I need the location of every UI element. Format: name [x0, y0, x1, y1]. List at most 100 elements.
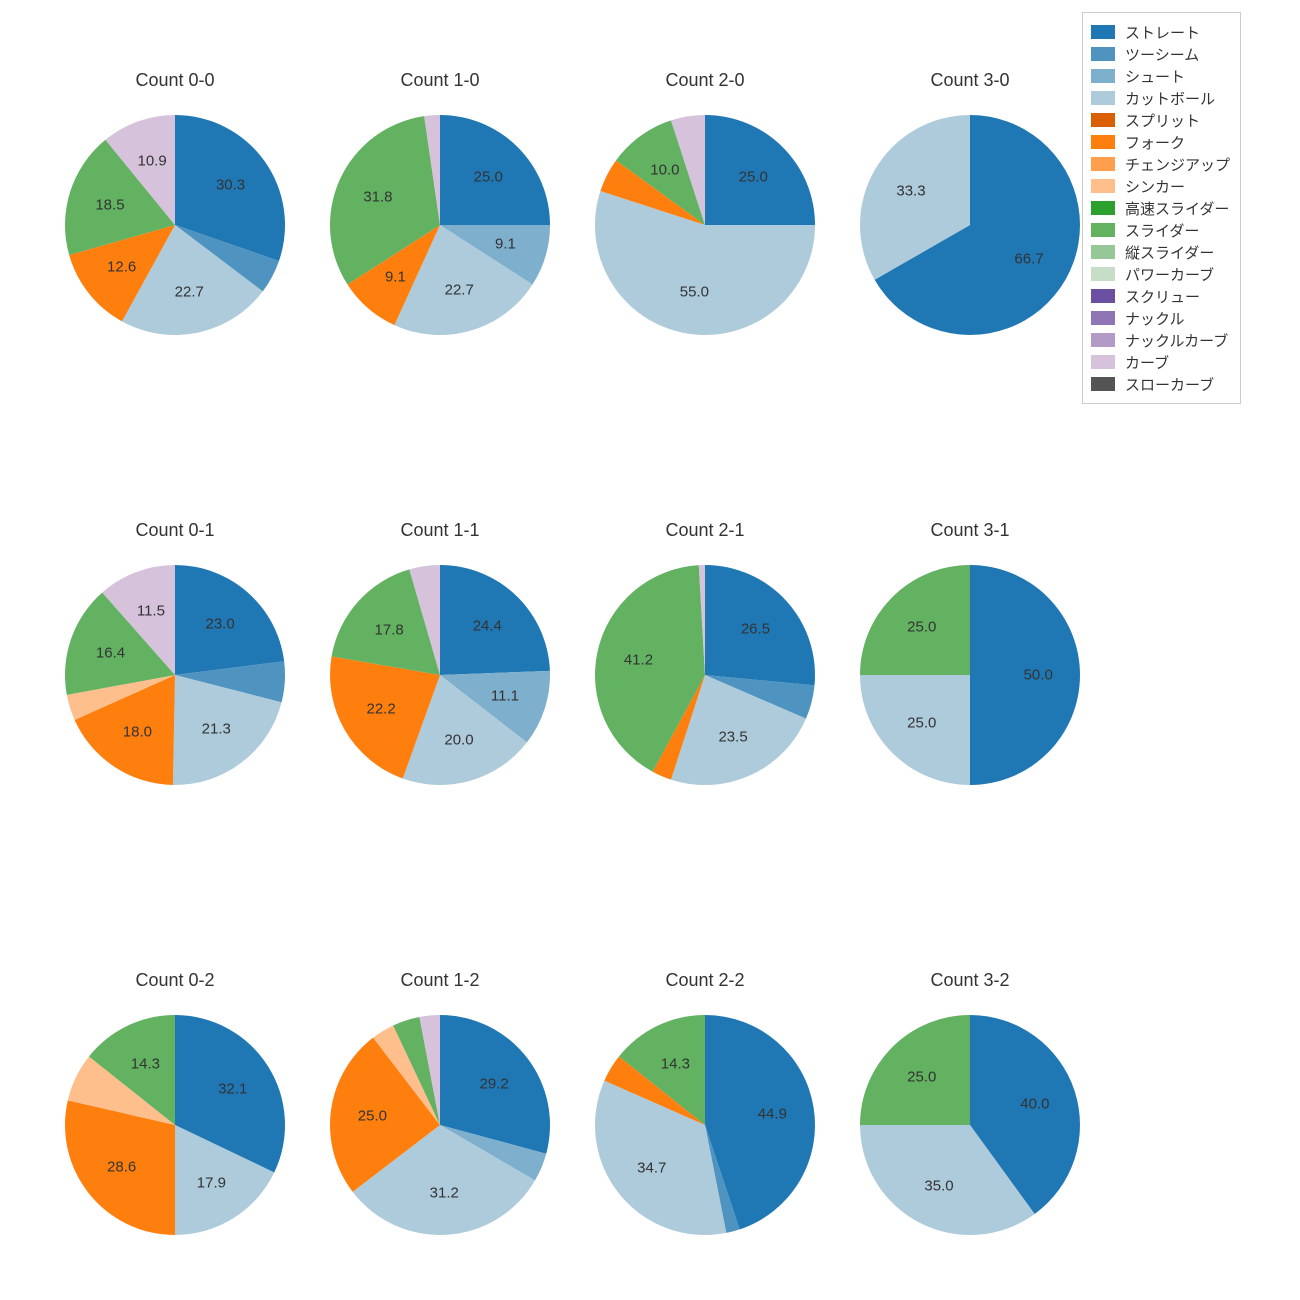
legend-item: スローカーブ [1091, 373, 1230, 395]
legend-label: 縦スライダー [1125, 242, 1214, 263]
pie-chart [328, 563, 552, 787]
legend-label: カットボール [1125, 88, 1215, 109]
pie-svg [593, 113, 817, 337]
legend-swatch [1091, 179, 1115, 193]
pie-chart [63, 113, 287, 337]
legend-item: 高速スライダー [1091, 197, 1230, 219]
legend-item: ナックル [1091, 307, 1230, 329]
legend-label: スクリュー [1125, 286, 1200, 307]
pie-slice-label: 32.1 [218, 1080, 247, 1097]
legend: ストレートツーシームシュートカットボールスプリットフォークチェンジアップシンカー… [1082, 12, 1241, 404]
legend-label: チェンジアップ [1125, 154, 1230, 175]
legend-item: スクリュー [1091, 285, 1230, 307]
legend-swatch [1091, 157, 1115, 171]
pie-slice-label: 10.0 [650, 161, 679, 178]
legend-item: カットボール [1091, 87, 1230, 109]
pie-slice-label: 9.1 [495, 236, 516, 253]
chart-title: Count 2-1 [585, 520, 825, 541]
legend-swatch [1091, 47, 1115, 61]
legend-label: シュート [1125, 66, 1185, 87]
pie-chart [858, 1013, 1082, 1237]
pie-slice-label: 14.3 [661, 1055, 690, 1072]
legend-label: スプリット [1125, 110, 1200, 131]
pie-slice-label: 20.0 [444, 732, 473, 749]
pie-slice-label: 35.0 [924, 1177, 953, 1194]
pie-chart [593, 1013, 817, 1237]
pie-slice-label: 34.7 [637, 1159, 666, 1176]
pie-slice-label: 28.6 [107, 1159, 136, 1176]
pie-slice-label: 30.3 [216, 177, 245, 194]
legend-item: スプリット [1091, 109, 1230, 131]
legend-swatch [1091, 355, 1115, 369]
legend-label: ナックル [1125, 308, 1185, 329]
pie-svg [593, 1013, 817, 1237]
pie-slice-label: 18.0 [123, 723, 152, 740]
legend-label: スライダー [1125, 220, 1199, 241]
pie-chart [63, 563, 287, 787]
legend-label: パワーカーブ [1125, 264, 1214, 285]
pie-slice-label: 22.7 [175, 283, 204, 300]
pie-slice-label: 25.0 [474, 168, 503, 185]
legend-label: ストレート [1125, 22, 1200, 43]
pie-slice-label: 25.0 [907, 715, 936, 732]
pie-slice-label: 10.9 [137, 152, 166, 169]
chart-title: Count 2-2 [585, 970, 825, 991]
pie-slice-label: 17.9 [197, 1174, 226, 1191]
pie-slice-label: 23.5 [718, 729, 747, 746]
pie-slice-label: 25.0 [358, 1108, 387, 1125]
legend-swatch [1091, 245, 1115, 259]
pie-slice-label: 12.6 [107, 259, 136, 276]
legend-swatch [1091, 289, 1115, 303]
chart-title: Count 3-1 [850, 520, 1090, 541]
pie-slice-label: 29.2 [480, 1075, 509, 1092]
legend-item: パワーカーブ [1091, 263, 1230, 285]
chart-title: Count 0-0 [55, 70, 295, 91]
chart-title: Count 1-0 [320, 70, 560, 91]
chart-title: Count 2-0 [585, 70, 825, 91]
legend-item: ナックルカーブ [1091, 329, 1230, 351]
pie-slice-label: 23.0 [205, 615, 234, 632]
pie-svg [63, 563, 287, 787]
pie-svg [63, 1013, 287, 1237]
pie-slice-label: 26.5 [741, 621, 770, 638]
legend-label: シンカー [1125, 176, 1185, 197]
legend-swatch [1091, 267, 1115, 281]
pie-slice-label: 22.2 [366, 701, 395, 718]
pie-slice-label: 16.4 [96, 644, 125, 661]
pie-chart [328, 113, 552, 337]
chart-title: Count 0-1 [55, 520, 295, 541]
pie-slice-label: 24.4 [473, 617, 502, 634]
pie-chart [858, 113, 1082, 337]
pie-slice-label: 40.0 [1020, 1095, 1049, 1112]
pie-svg [328, 1013, 552, 1237]
pie-slice-label: 50.0 [1024, 667, 1053, 684]
legend-swatch [1091, 311, 1115, 325]
pie-chart [593, 563, 817, 787]
pie-slice-label: 9.1 [385, 268, 406, 285]
pie-svg [858, 1013, 1082, 1237]
legend-swatch [1091, 91, 1115, 105]
legend-item: スライダー [1091, 219, 1230, 241]
pie-slice-label: 31.2 [430, 1185, 459, 1202]
legend-swatch [1091, 25, 1115, 39]
pie-slice-label: 21.3 [202, 721, 231, 738]
legend-label: ツーシーム [1125, 44, 1199, 65]
pie-slice-label: 31.8 [363, 188, 392, 205]
chart-title: Count 3-2 [850, 970, 1090, 991]
pie-slice-label: 25.0 [907, 618, 936, 635]
legend-label: ナックルカーブ [1125, 330, 1228, 351]
chart-title: Count 1-1 [320, 520, 560, 541]
legend-item: シュート [1091, 65, 1230, 87]
pie-chart [328, 1013, 552, 1237]
legend-swatch [1091, 69, 1115, 83]
pie-slice-label: 17.8 [375, 621, 404, 638]
chart-title: Count 1-2 [320, 970, 560, 991]
pie-slice-label: 11.1 [491, 687, 519, 704]
pie-slice-label: 11.5 [137, 603, 165, 620]
chart-title: Count 3-0 [850, 70, 1090, 91]
pie-slice-label: 25.0 [907, 1068, 936, 1085]
legend-swatch [1091, 113, 1115, 127]
pie-chart [593, 113, 817, 337]
pie-slice-label: 18.5 [95, 196, 124, 213]
pie-svg [63, 113, 287, 337]
